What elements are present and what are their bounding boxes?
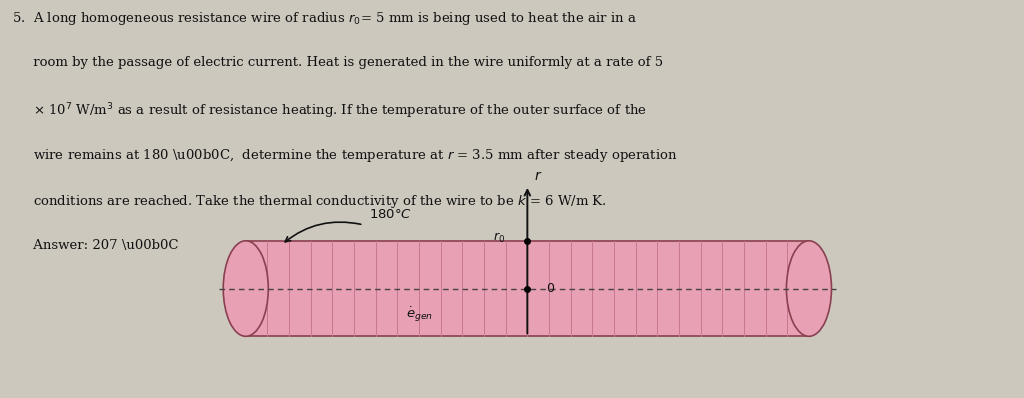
- Text: $r_0$: $r_0$: [493, 231, 505, 245]
- Text: 5.  A long homogeneous resistance wire of radius $r_0$= 5 mm is being used to he: 5. A long homogeneous resistance wire of…: [12, 10, 637, 27]
- Text: $180°C$: $180°C$: [369, 209, 412, 221]
- Text: conditions are reached. Take the thermal conductivity of the wire to be $k$ = 6 : conditions are reached. Take the thermal…: [12, 193, 607, 210]
- Text: Answer: 207 \u00b0C: Answer: 207 \u00b0C: [12, 239, 179, 252]
- Text: $0$: $0$: [546, 282, 555, 295]
- Text: room by the passage of electric current. Heat is generated in the wire uniformly: room by the passage of electric current.…: [12, 56, 664, 69]
- Text: wire remains at 180 \u00b0C,  determine the temperature at $r$ = 3.5 mm after st: wire remains at 180 \u00b0C, determine t…: [12, 147, 678, 164]
- Text: $\dot{e}_{gen}$: $\dot{e}_{gen}$: [407, 305, 433, 324]
- Ellipse shape: [786, 241, 831, 336]
- Polygon shape: [246, 241, 809, 336]
- Text: $r$: $r$: [534, 169, 542, 183]
- Ellipse shape: [223, 241, 268, 336]
- Text: $\times$ 10$^7$ W/m$^3$ as a result of resistance heating. If the temperature of: $\times$ 10$^7$ W/m$^3$ as a result of r…: [12, 101, 647, 121]
